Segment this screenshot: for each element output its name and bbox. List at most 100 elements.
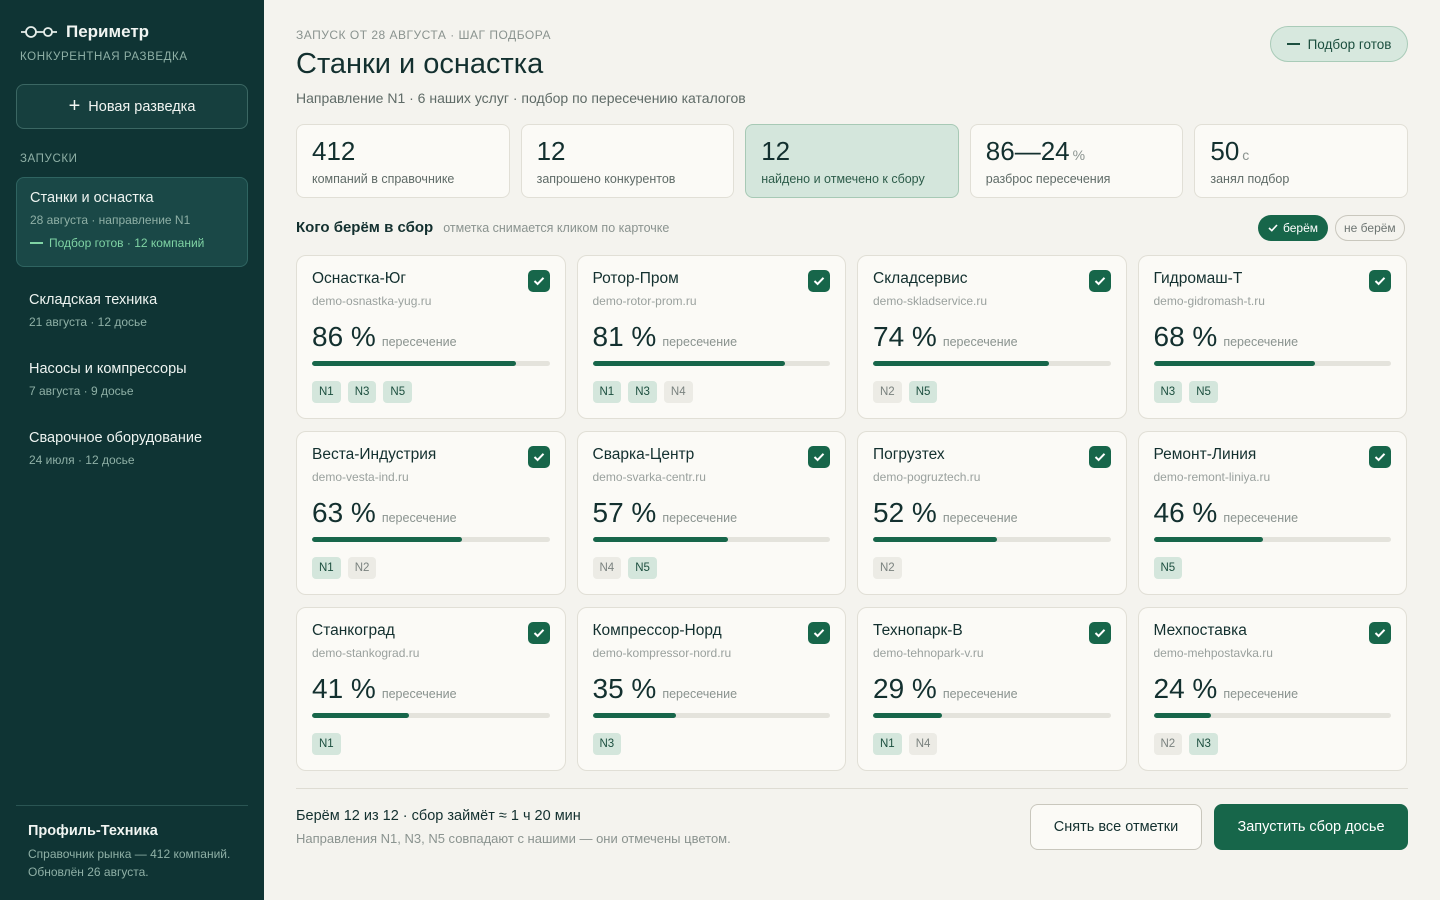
company-card[interactable]: Технопарк-В demo-tehnopark-v.ru 29 % пер… bbox=[857, 607, 1127, 771]
overlap-percent: 46 % bbox=[1153, 497, 1218, 528]
brand-subtitle: КОНКУРЕНТНАЯ РАЗВЕДКА bbox=[20, 51, 188, 63]
overlap-row: 52 % пересечение bbox=[873, 497, 1111, 529]
checkbox-checked[interactable] bbox=[527, 622, 550, 644]
run-item-active[interactable]: Станки и оснастка 28 августа · направлен… bbox=[16, 177, 248, 267]
overlap-label: пересечение bbox=[381, 335, 457, 349]
overlap-percent: 81 % bbox=[592, 321, 657, 352]
overlap-bar-fill bbox=[873, 713, 942, 718]
company-card[interactable]: Компрессор-Норд demo-kompressor-nord.ru … bbox=[576, 607, 846, 771]
company-name: Веста-Индустрия bbox=[312, 446, 437, 463]
company-card[interactable]: Погрузтех demo-pogruztech.ru 52 % пересе… bbox=[857, 431, 1127, 595]
run-item[interactable]: Складская техника 21 августа · 12 досье bbox=[16, 280, 248, 341]
company-card[interactable]: Складсервис demo-skladservice.ru 74 % пе… bbox=[857, 255, 1127, 419]
company-domain: demo-stankograd.ru bbox=[312, 646, 420, 660]
ready-status-button[interactable]: Подбор готов bbox=[1270, 26, 1408, 62]
company-name: Оснастка-Юг bbox=[312, 270, 407, 287]
direction-tags: N2 N3 bbox=[1153, 733, 1392, 755]
direction-tag: N1 bbox=[312, 733, 341, 755]
check-icon bbox=[1094, 453, 1105, 462]
checkbox-checked[interactable] bbox=[1088, 446, 1111, 468]
check-icon bbox=[1374, 629, 1386, 638]
checkbox-checked[interactable] bbox=[808, 446, 830, 468]
overlap-bar bbox=[1153, 537, 1391, 542]
overlap-row: 68 % пересечение bbox=[1154, 321, 1392, 353]
company-domain: demo-pogruztech.ru bbox=[873, 470, 981, 484]
checkbox-checked[interactable] bbox=[527, 446, 550, 468]
overlap-bar-fill bbox=[1153, 361, 1315, 366]
checkbox-checked[interactable] bbox=[808, 622, 830, 644]
run-name: Станки и оснастка bbox=[30, 190, 154, 206]
stat-value: 12 bbox=[536, 136, 566, 166]
run-item[interactable]: Насосы и компрессоры 7 августа · 9 досье bbox=[16, 349, 248, 410]
company-card[interactable]: Ремонт-Линия demo-remont-liniya.ru 46 % … bbox=[1137, 431, 1407, 595]
company-card[interactable]: Сварка-Центр demo-svarka-centr.ru 57 % п… bbox=[576, 431, 846, 595]
company-name: Мехпоставка bbox=[1153, 622, 1247, 639]
overlap-row: 81 % пересечение bbox=[593, 321, 831, 353]
profile-name: Профиль-Техника bbox=[28, 823, 158, 839]
overlap-percent: 86 % bbox=[312, 321, 376, 352]
company-card[interactable]: Гидромаш-Т demo-gidromash-t.ru 68 % пере… bbox=[1137, 255, 1407, 419]
company-domain: demo-svarka-centr.ru bbox=[592, 470, 706, 484]
stat-value: 412 bbox=[312, 136, 356, 166]
overlap-label: пересечение bbox=[381, 687, 457, 701]
overlap-row: 63 % пересечение bbox=[312, 497, 550, 529]
overlap-bar bbox=[873, 361, 1111, 366]
run-name: Насосы и компрессоры bbox=[29, 361, 187, 377]
company-name: Технопарк-В bbox=[873, 622, 963, 639]
overlap-bar bbox=[873, 713, 1111, 718]
clear-selection-button[interactable]: Снять все отметки bbox=[1030, 804, 1202, 850]
run-name: Сварочное оборудование bbox=[29, 430, 203, 446]
company-domain: demo-kompressor-nord.ru bbox=[592, 646, 732, 660]
overlap-percent: 68 % bbox=[1153, 321, 1218, 352]
stat-value: 86—24 bbox=[985, 136, 1070, 166]
profile-description: Справочник рынка — 412 компаний. Обновлё… bbox=[28, 847, 231, 879]
stat-card: 12 запрошено конкурентов bbox=[520, 124, 735, 198]
checkbox-checked[interactable] bbox=[1088, 622, 1111, 644]
stat-label: разброс пересечения bbox=[985, 172, 1111, 186]
overlap-row: 24 % пересечение bbox=[1154, 673, 1392, 705]
checkbox-checked[interactable] bbox=[1369, 622, 1391, 644]
stat-unit: % bbox=[1072, 147, 1086, 163]
overlap-row: 35 % пересечение bbox=[593, 673, 831, 705]
selection-legend: берём не берём bbox=[1258, 215, 1405, 241]
checkbox-checked[interactable] bbox=[527, 270, 550, 292]
overlap-label: пересечение bbox=[942, 687, 1018, 701]
checkbox-checked[interactable] bbox=[808, 270, 830, 292]
stat-unit: с bbox=[1242, 147, 1250, 163]
company-name: Сварка-Центр bbox=[592, 446, 695, 463]
run-meta: 24 июля · 12 досье bbox=[29, 453, 135, 467]
company-card[interactable]: Станкоград demo-stankograd.ru 41 % перес… bbox=[296, 607, 566, 771]
company-name: Станкоград bbox=[312, 622, 395, 639]
check-icon bbox=[1094, 277, 1105, 286]
company-name: Компрессор-Норд bbox=[592, 622, 722, 639]
checkbox-checked[interactable] bbox=[1088, 270, 1111, 292]
overlap-bar-fill bbox=[592, 361, 785, 366]
direction-tags: N1 bbox=[312, 733, 550, 755]
direction-tags: N2 bbox=[873, 557, 1111, 579]
direction-tag: N5 bbox=[383, 381, 413, 403]
overlap-bar bbox=[1153, 713, 1391, 718]
footer-divider bbox=[296, 788, 1408, 789]
run-item[interactable]: Сварочное оборудование 24 июля · 12 дось… bbox=[16, 418, 248, 479]
company-card[interactable]: Веста-Индустрия demo-vesta-ind.ru 63 % п… bbox=[296, 431, 566, 595]
checkbox-checked[interactable] bbox=[1369, 446, 1391, 468]
company-card[interactable]: Оснастка-Юг demo-osnastka-yug.ru 86 % пе… bbox=[296, 255, 566, 419]
check-icon bbox=[533, 629, 544, 638]
new-scout-button[interactable]: + Новая разведка bbox=[16, 84, 248, 129]
checkbox-checked[interactable] bbox=[1369, 270, 1391, 292]
company-card[interactable]: Мехпоставка demo-mehpostavka.ru 24 % пер… bbox=[1137, 607, 1407, 771]
company-card[interactable]: Ротор-Пром demo-rotor-prom.ru 81 % перес… bbox=[576, 255, 846, 419]
overlap-bar bbox=[592, 361, 830, 366]
start-collection-button[interactable]: Запустить сбор досье bbox=[1214, 804, 1408, 850]
check-icon bbox=[1094, 629, 1105, 638]
direction-tag: N5 bbox=[908, 381, 938, 403]
stats-row: 412 компаний в справочнике 12 запрошено … bbox=[296, 124, 1408, 198]
overlap-percent: 29 % bbox=[873, 673, 937, 704]
stat-card: 412 компаний в справочнике bbox=[296, 124, 510, 198]
direction-tag: N3 bbox=[1189, 733, 1218, 755]
direction-tag: N1 bbox=[873, 733, 902, 755]
overlap-bar-fill bbox=[592, 713, 676, 718]
direction-tag: N3 bbox=[592, 733, 622, 755]
ready-label: Подбор готов bbox=[1307, 36, 1392, 52]
sidebar-divider bbox=[16, 805, 248, 806]
